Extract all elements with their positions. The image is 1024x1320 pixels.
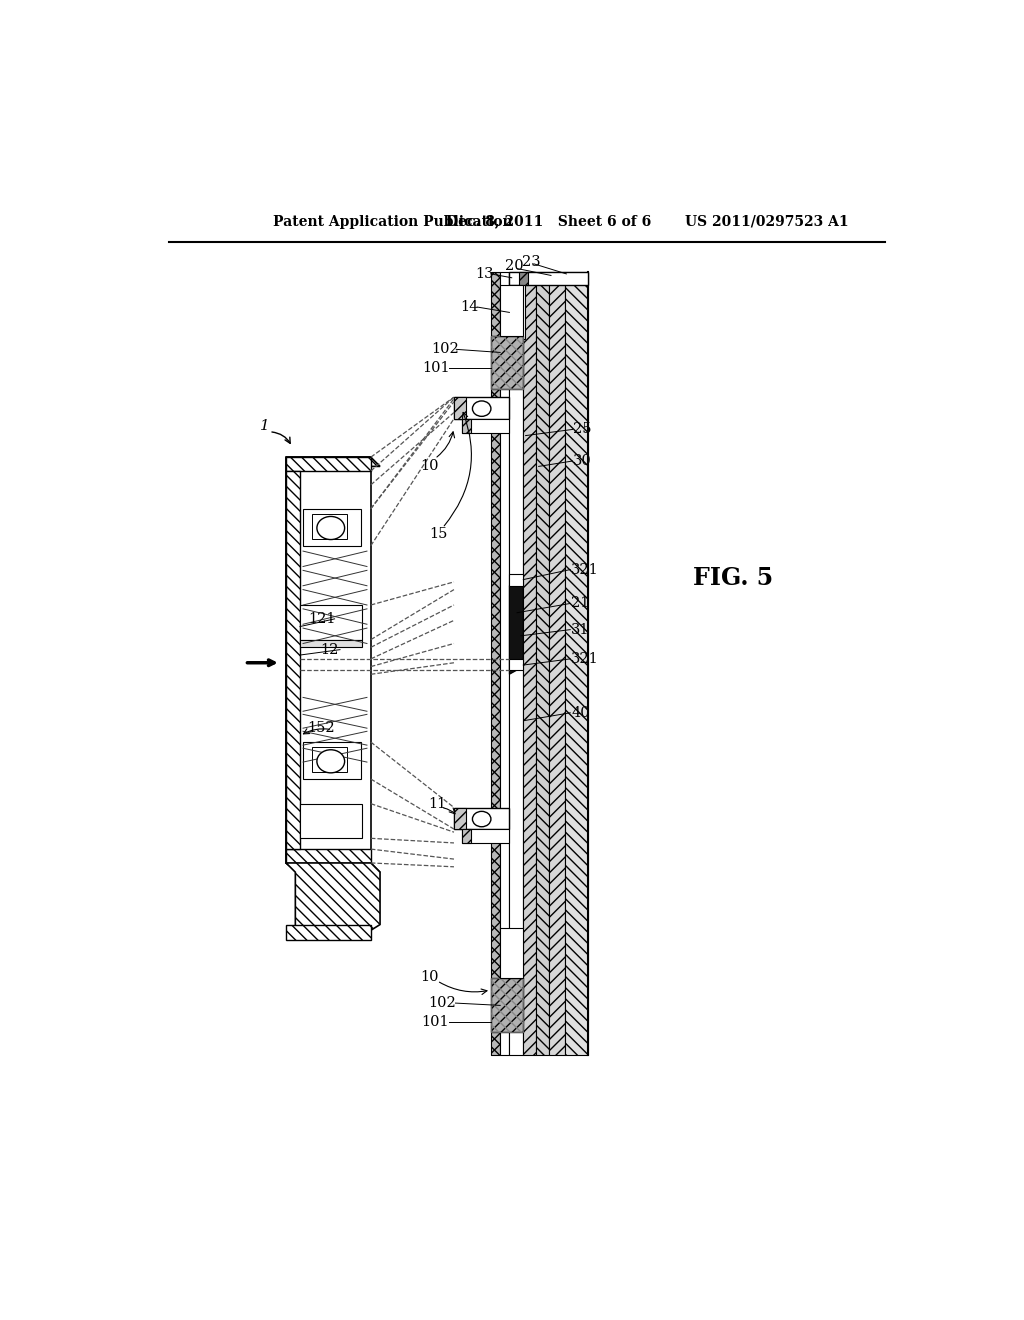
Bar — [490, 978, 523, 1032]
Bar — [312, 515, 347, 539]
Text: 152: 152 — [307, 721, 335, 735]
Bar — [462, 829, 509, 843]
Bar — [565, 272, 588, 1056]
Text: Patent Application Publication: Patent Application Publication — [273, 215, 513, 228]
Bar — [312, 747, 347, 772]
Text: 121: 121 — [308, 612, 335, 626]
Text: 14: 14 — [460, 300, 478, 314]
Bar — [300, 640, 361, 647]
Text: 30: 30 — [573, 454, 592, 469]
Text: 31: 31 — [571, 623, 590, 636]
Text: US 2011/0297523 A1: US 2011/0297523 A1 — [685, 215, 849, 228]
Text: Dec. 8, 2011   Sheet 6 of 6: Dec. 8, 2011 Sheet 6 of 6 — [446, 215, 651, 228]
Bar — [500, 272, 509, 1056]
Bar — [490, 272, 500, 1056]
Text: FIG. 5: FIG. 5 — [692, 566, 773, 590]
Bar — [454, 808, 509, 829]
Text: 23: 23 — [521, 255, 541, 268]
Text: 15: 15 — [429, 527, 447, 541]
Polygon shape — [286, 457, 298, 873]
Polygon shape — [286, 863, 380, 940]
Bar — [500, 285, 523, 335]
Text: 40: 40 — [571, 706, 590, 719]
Bar — [454, 397, 509, 418]
Text: 25: 25 — [573, 422, 592, 437]
Bar — [537, 272, 550, 1056]
Ellipse shape — [316, 750, 345, 774]
Text: 321: 321 — [571, 562, 599, 577]
Bar — [523, 272, 537, 1056]
Text: 101: 101 — [423, 360, 451, 375]
Bar — [286, 924, 371, 940]
Bar — [490, 272, 500, 1056]
Bar — [509, 285, 525, 339]
Bar — [462, 418, 509, 433]
Text: 12: 12 — [321, 643, 338, 656]
Bar — [303, 742, 360, 779]
Bar — [518, 272, 528, 285]
Text: 21: 21 — [571, 597, 590, 610]
Text: 102: 102 — [431, 342, 459, 356]
Text: 20: 20 — [505, 259, 523, 273]
Bar — [509, 659, 523, 671]
Bar — [303, 508, 360, 545]
Bar — [490, 335, 523, 389]
Bar — [509, 574, 523, 586]
Text: 11: 11 — [428, 797, 446, 810]
Bar — [454, 808, 466, 829]
Bar — [509, 272, 588, 285]
Ellipse shape — [316, 516, 345, 540]
Bar — [454, 397, 466, 418]
Bar — [300, 804, 361, 838]
Text: 13: 13 — [475, 267, 494, 281]
Bar — [490, 335, 523, 389]
Text: 10: 10 — [420, 459, 438, 474]
Bar — [286, 457, 371, 863]
Bar — [550, 272, 565, 1056]
Bar — [286, 471, 300, 849]
Bar — [462, 418, 471, 433]
Bar — [300, 605, 361, 640]
Ellipse shape — [472, 812, 490, 826]
Polygon shape — [509, 578, 523, 675]
Text: 321: 321 — [571, 652, 599, 665]
Bar — [286, 849, 371, 863]
Bar — [509, 272, 523, 1056]
Bar — [462, 829, 471, 843]
Bar — [500, 928, 523, 978]
Bar — [490, 978, 523, 1032]
Ellipse shape — [472, 401, 490, 416]
Text: 101: 101 — [421, 1015, 449, 1030]
Bar — [286, 457, 371, 471]
Polygon shape — [286, 863, 380, 873]
Text: 102: 102 — [428, 997, 457, 1010]
Text: 10: 10 — [420, 970, 438, 983]
Text: 1: 1 — [260, 418, 270, 433]
Polygon shape — [286, 457, 380, 466]
